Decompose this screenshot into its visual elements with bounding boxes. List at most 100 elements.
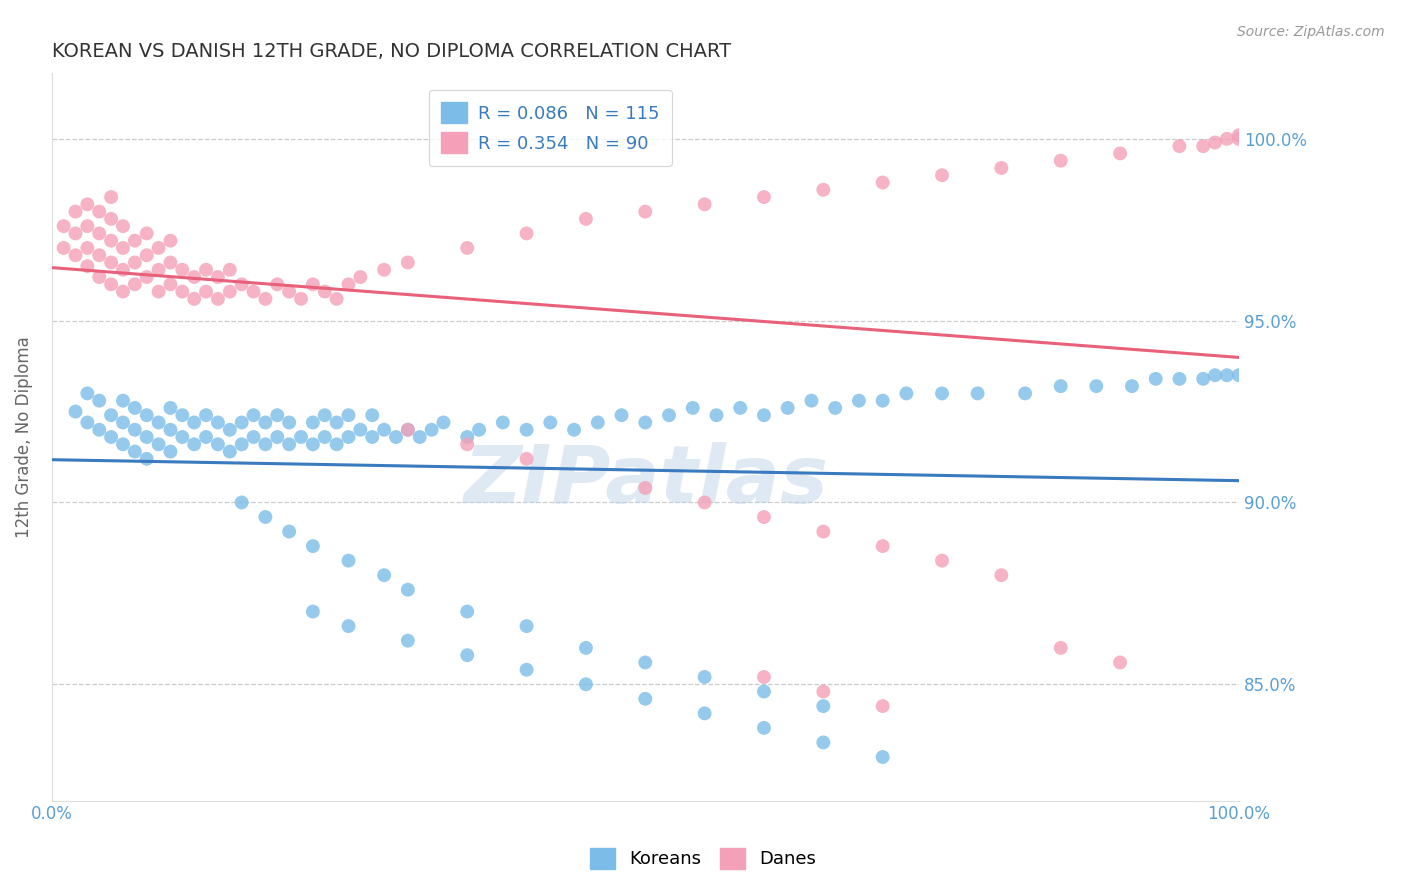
Point [1168, 372, 1191, 386]
Point [65, 248, 87, 262]
Point [159, 277, 181, 292]
Point [111, 285, 134, 299]
Point [195, 408, 218, 422]
Point [516, 663, 538, 677]
Point [872, 699, 894, 714]
Point [172, 408, 194, 422]
Point [813, 524, 835, 539]
Point [1204, 368, 1226, 383]
Point [432, 416, 454, 430]
Point [231, 437, 253, 451]
Point [148, 262, 170, 277]
Point [693, 670, 716, 684]
Point [337, 619, 360, 633]
Point [124, 423, 146, 437]
Point [124, 255, 146, 269]
Point [396, 255, 419, 269]
Point [693, 706, 716, 721]
Point [111, 241, 134, 255]
Point [848, 393, 870, 408]
Point [111, 393, 134, 408]
Point [516, 619, 538, 633]
Point [266, 408, 288, 422]
Point [76, 241, 98, 255]
Point [396, 582, 419, 597]
Point [575, 640, 598, 655]
Point [242, 285, 264, 299]
Point [634, 204, 657, 219]
Point [456, 605, 478, 619]
Point [1121, 379, 1143, 393]
Point [337, 430, 360, 444]
Point [183, 292, 205, 306]
Point [373, 262, 395, 277]
Point [813, 735, 835, 749]
Point [135, 408, 157, 422]
Point [207, 292, 229, 306]
Point [76, 386, 98, 401]
Point [325, 292, 347, 306]
Point [634, 656, 657, 670]
Point [682, 401, 704, 415]
Point [966, 386, 988, 401]
Point [195, 262, 218, 277]
Point [314, 430, 336, 444]
Point [159, 401, 181, 415]
Point [100, 408, 122, 422]
Point [1109, 656, 1132, 670]
Point [385, 430, 408, 444]
Point [135, 451, 157, 466]
Point [872, 176, 894, 190]
Point [693, 197, 716, 211]
Point [302, 416, 325, 430]
Point [456, 648, 478, 663]
Point [135, 430, 157, 444]
Point [1216, 132, 1239, 146]
Point [148, 241, 170, 255]
Point [195, 430, 218, 444]
Point [135, 270, 157, 285]
Point [302, 605, 325, 619]
Point [634, 481, 657, 495]
Point [231, 416, 253, 430]
Point [1109, 146, 1132, 161]
Point [1049, 379, 1071, 393]
Point [990, 568, 1012, 582]
Point [231, 495, 253, 509]
Point [516, 451, 538, 466]
Point [456, 430, 478, 444]
Point [242, 430, 264, 444]
Point [872, 750, 894, 764]
Point [325, 437, 347, 451]
Point [1192, 139, 1215, 153]
Point [931, 554, 953, 568]
Point [65, 227, 87, 241]
Point [813, 684, 835, 698]
Point [575, 677, 598, 691]
Point [706, 408, 728, 422]
Point [183, 437, 205, 451]
Point [373, 423, 395, 437]
Point [290, 292, 312, 306]
Point [207, 437, 229, 451]
Point [65, 404, 87, 418]
Point [89, 248, 111, 262]
Point [337, 408, 360, 422]
Point [100, 234, 122, 248]
Point [456, 437, 478, 451]
Point [218, 444, 240, 458]
Point [76, 219, 98, 234]
Point [254, 437, 277, 451]
Point [100, 211, 122, 226]
Point [634, 416, 657, 430]
Point [218, 423, 240, 437]
Point [337, 277, 360, 292]
Point [800, 393, 823, 408]
Point [1216, 368, 1239, 383]
Legend: Koreans, Danes: Koreans, Danes [582, 840, 824, 876]
Point [752, 510, 775, 524]
Point [872, 393, 894, 408]
Point [278, 524, 301, 539]
Point [468, 423, 491, 437]
Point [52, 241, 75, 255]
